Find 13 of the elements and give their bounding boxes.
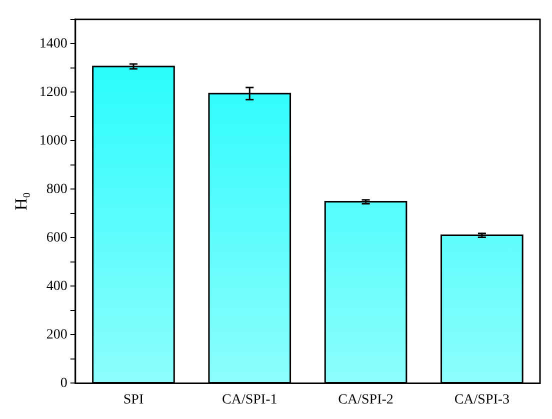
- y-tick-label: 400: [46, 278, 68, 294]
- x-tick-label: SPI: [123, 392, 144, 408]
- y-tick-label: 200: [46, 327, 68, 342]
- x-tick-label: CA/SPI-2: [338, 392, 394, 408]
- y-tick-label: 0: [60, 376, 68, 391]
- y-tick-label: 600: [46, 230, 68, 246]
- y-axis-title: H₀: [12, 192, 31, 210]
- y-tick-label: 1400: [39, 36, 68, 52]
- x-tick-label: CA/SPI-3: [454, 392, 510, 408]
- y-tick-label: 1200: [39, 84, 68, 100]
- y-tick-label: 1000: [39, 133, 68, 148]
- x-tick-label: CA/SPI-1: [222, 392, 278, 408]
- y-tick-label: 800: [46, 182, 68, 197]
